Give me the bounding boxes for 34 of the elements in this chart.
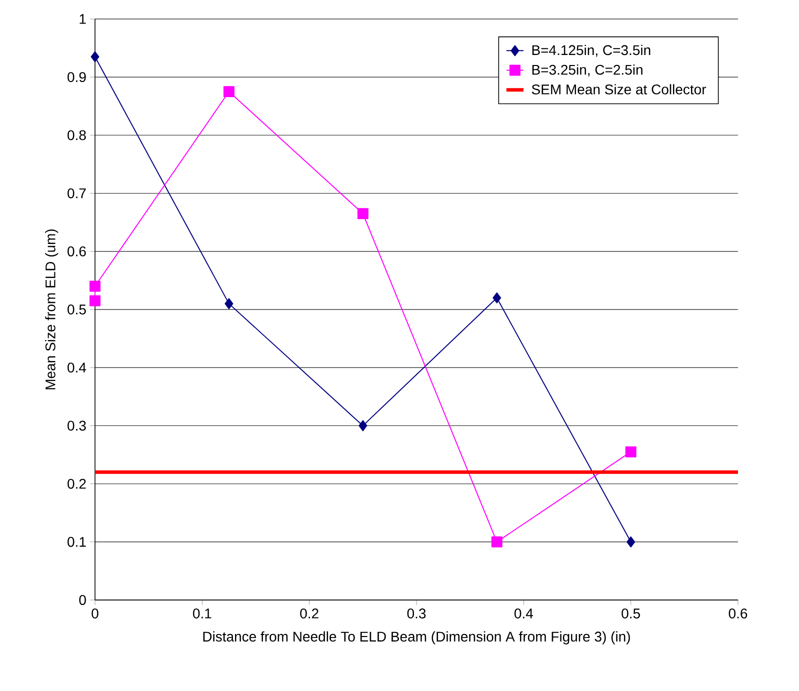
y-tick-label: 0.9 [68,72,86,82]
legend-label: B=4.125in, C=3.5in [532,44,650,57]
x-axis-title: Distance from Needle To ELD Beam (Dimension A from Figure 3) (in) [203,631,630,644]
point [223,86,234,98]
x-tick-label: 0.1 [192,608,212,618]
y-tick-label: 0.8 [68,130,86,140]
x-tick-label: 0.4 [514,608,533,618]
point [625,446,636,458]
x-tick-label: 0.6 [728,608,748,618]
y-tick-label: 1 [80,14,86,24]
point [358,420,368,432]
x-tick-label: 0 [92,608,98,618]
y-tick-label: 0.4 [68,362,86,373]
point [90,51,100,62]
legend-label: B=3.25in, C=2.5in [532,64,642,76]
y-tick-label: 0 [79,595,86,605]
y-axis-title: Mean Size from ELD (um) [45,229,58,390]
x-tick-label: 0.5 [622,608,640,618]
point [224,298,234,310]
y-tick-label: 0.5 [68,304,86,314]
legend-label: SEM Mean Size at Collector [532,84,706,94]
y-tick-label: 0.6 [68,246,86,256]
x-tick-label: 0.3 [407,608,426,618]
point [626,536,636,548]
y-tick-label: 0.2 [68,478,86,489]
point [90,280,101,292]
point [492,292,502,304]
y-tick-label: 0.7 [68,188,86,198]
y-tick-label: 0.1 [68,536,86,547]
y-tick-label: 0.3 [68,420,86,431]
point [357,208,368,220]
point [90,295,101,306]
x-tick-label: 0.2 [300,608,318,618]
point [491,536,502,548]
